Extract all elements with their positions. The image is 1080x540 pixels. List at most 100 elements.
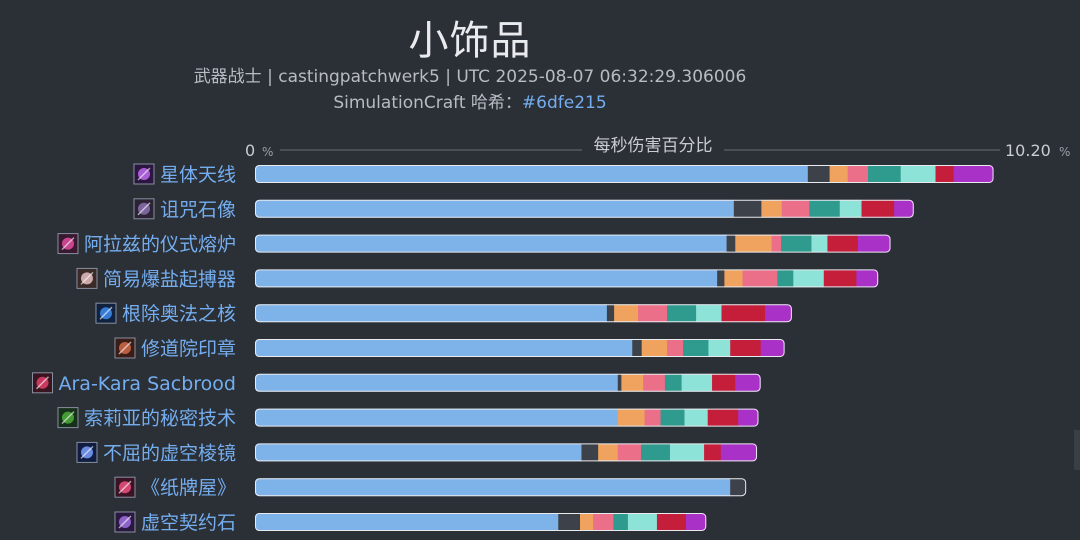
- trinket-label[interactable]: 《纸牌屋》: [141, 477, 236, 499]
- bar-segment[interactable]: [894, 199, 914, 218]
- bar-segment[interactable]: [953, 165, 994, 183]
- bar-segment[interactable]: [255, 513, 559, 531]
- bar-segment[interactable]: [643, 373, 666, 392]
- bar-segment[interactable]: [765, 304, 792, 323]
- bar-row[interactable]: [255, 199, 914, 218]
- bar-segment[interactable]: [614, 304, 639, 323]
- bar-segment[interactable]: [780, 234, 812, 253]
- void-pact-stone-icon[interactable]: [114, 511, 136, 533]
- bar-segment[interactable]: [617, 373, 622, 392]
- bar-segment[interactable]: [760, 339, 785, 357]
- cursed-statue-icon[interactable]: [133, 198, 155, 220]
- bar-segment[interactable]: [829, 165, 849, 183]
- bar-segment[interactable]: [809, 199, 841, 218]
- bar-segment[interactable]: [742, 269, 778, 288]
- bar-segment[interactable]: [720, 443, 758, 462]
- bar-segment[interactable]: [656, 513, 687, 531]
- bar-row[interactable]: [255, 443, 758, 462]
- bar-segment[interactable]: [598, 443, 619, 462]
- bar-row[interactable]: [255, 373, 761, 392]
- bar-segment[interactable]: [730, 478, 747, 497]
- bar-segment[interactable]: [761, 199, 783, 218]
- bar-segment[interactable]: [724, 269, 744, 288]
- bar-segment[interactable]: [771, 234, 782, 253]
- bar-segment[interactable]: [811, 234, 828, 253]
- bar-segment[interactable]: [255, 234, 728, 253]
- bar-segment[interactable]: [660, 408, 685, 427]
- bar-segment[interactable]: [255, 199, 735, 218]
- bar-segment[interactable]: [717, 269, 725, 288]
- bar-row[interactable]: [255, 304, 792, 323]
- bar-segment[interactable]: [712, 373, 736, 392]
- bar-segment[interactable]: [707, 408, 739, 427]
- bar-segment[interactable]: [255, 373, 619, 392]
- bar-segment[interactable]: [827, 234, 859, 253]
- bar-segment[interactable]: [900, 165, 937, 183]
- bar-segment[interactable]: [777, 269, 794, 288]
- bar-segment[interactable]: [617, 408, 646, 427]
- bar-segment[interactable]: [641, 339, 668, 357]
- trinket-label[interactable]: 简易爆盐起搏器: [103, 268, 236, 290]
- bar-segment[interactable]: [735, 373, 761, 392]
- bar-segment[interactable]: [861, 199, 895, 218]
- bar-segment[interactable]: [667, 339, 684, 357]
- bar-segment[interactable]: [644, 408, 662, 427]
- bar-row[interactable]: [255, 339, 785, 357]
- salt-pacemaker-icon[interactable]: [76, 267, 98, 289]
- bar-segment[interactable]: [857, 234, 891, 253]
- bar-segment[interactable]: [685, 513, 707, 531]
- bar-segment[interactable]: [667, 304, 697, 323]
- bar-segment[interactable]: [847, 165, 869, 183]
- bar-segment[interactable]: [581, 443, 599, 462]
- bar-segment[interactable]: [935, 165, 955, 183]
- bar-segment[interactable]: [684, 408, 709, 427]
- trinket-label[interactable]: 诅咒石像: [160, 199, 236, 221]
- bar-segment[interactable]: [558, 513, 581, 531]
- bar-segment[interactable]: [696, 304, 722, 323]
- bar-segment[interactable]: [255, 478, 731, 497]
- bar-segment[interactable]: [721, 304, 766, 323]
- bar-segment[interactable]: [733, 199, 762, 218]
- trinket-label[interactable]: 阿拉兹的仪式熔炉: [84, 234, 236, 256]
- bar-segment[interactable]: [839, 199, 863, 218]
- bar-segment[interactable]: [255, 165, 809, 183]
- void-prism-icon[interactable]: [76, 441, 98, 463]
- bar-segment[interactable]: [726, 234, 736, 253]
- bar-row[interactable]: [255, 513, 707, 531]
- bar-segment[interactable]: [255, 408, 619, 427]
- soleah-tech-icon[interactable]: [57, 407, 79, 429]
- bar-row[interactable]: [255, 234, 891, 253]
- bar-segment[interactable]: [738, 408, 759, 427]
- bar-segment[interactable]: [781, 199, 810, 218]
- trinket-label[interactable]: 修道院印章: [141, 338, 236, 360]
- bar-segment[interactable]: [664, 373, 683, 392]
- bar-segment[interactable]: [683, 339, 709, 357]
- bar-segment[interactable]: [708, 339, 731, 357]
- bar-row[interactable]: [255, 478, 747, 497]
- trinket-label[interactable]: 索莉亚的秘密技术: [84, 408, 236, 430]
- ara-kara-sacbrood-icon[interactable]: [32, 372, 53, 394]
- bar-row[interactable]: [255, 269, 879, 288]
- bar-segment[interactable]: [255, 269, 718, 288]
- bar-segment[interactable]: [640, 443, 671, 462]
- bar-segment[interactable]: [627, 513, 658, 531]
- bar-segment[interactable]: [255, 304, 608, 323]
- bar-segment[interactable]: [823, 269, 857, 288]
- trinket-label[interactable]: 不屈的虚空棱镜: [103, 442, 236, 464]
- priory-seal-icon[interactable]: [114, 337, 136, 359]
- bar-segment[interactable]: [704, 443, 722, 462]
- arcane-core-icon[interactable]: [95, 302, 117, 324]
- bar-segment[interactable]: [580, 513, 594, 531]
- bar-segment[interactable]: [735, 234, 773, 253]
- bar-segment[interactable]: [255, 443, 582, 462]
- bar-segment[interactable]: [621, 373, 644, 392]
- bar-segment[interactable]: [593, 513, 614, 531]
- trinket-label[interactable]: Ara-Kara Sacbrood: [59, 373, 237, 395]
- bar-segment[interactable]: [669, 443, 705, 462]
- bar-segment[interactable]: [606, 304, 615, 323]
- bar-segment[interactable]: [793, 269, 825, 288]
- trinket-label[interactable]: 虚空契约石: [141, 512, 236, 534]
- trinket-label[interactable]: 星体天线: [160, 164, 236, 186]
- bar-segment[interactable]: [681, 373, 713, 392]
- bar-row[interactable]: [255, 408, 759, 427]
